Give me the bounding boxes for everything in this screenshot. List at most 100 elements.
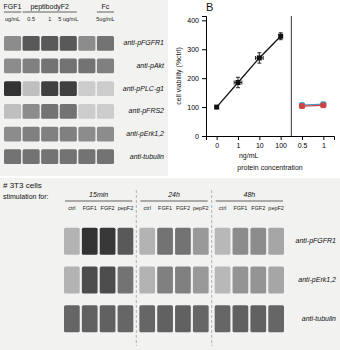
column-label: ctrl [144, 205, 151, 211]
column-group-label: peptibodyF2 [30, 3, 69, 11]
band [97, 59, 114, 74]
band [250, 266, 266, 293]
band [233, 228, 249, 255]
band [23, 149, 40, 164]
divider [211, 190, 212, 346]
band [215, 266, 231, 293]
tick-label: 100 [275, 142, 287, 149]
band [60, 36, 77, 51]
bracket [65, 201, 132, 202]
band [64, 305, 80, 332]
marker [257, 55, 262, 60]
band [100, 266, 116, 293]
band [23, 104, 40, 119]
tick: 300 [187, 46, 206, 53]
band [139, 305, 155, 332]
column-group-label: FGF1 [4, 3, 22, 10]
column-group-label: Fc [102, 3, 110, 10]
band [82, 228, 98, 255]
band [4, 104, 21, 119]
error-bar [257, 53, 261, 63]
tick-mark [202, 78, 206, 79]
band [23, 59, 40, 74]
row-label: anti-pAkt [136, 62, 165, 70]
band [175, 266, 191, 293]
column-label: 0.5 [27, 16, 35, 22]
tick-mark [202, 107, 206, 108]
band [250, 305, 266, 332]
bracket [216, 201, 283, 202]
panel: FGF1peptibodyF2Fcug/mL0.515 ug/mL5ug/mLa… [0, 0, 168, 176]
band [268, 305, 284, 332]
column-label: FGF2 [176, 205, 190, 211]
band [118, 305, 134, 332]
row-label: anti-pPLC-g1 [123, 85, 164, 93]
band [193, 266, 209, 293]
band [97, 104, 114, 119]
column-label: FGF1 [233, 205, 247, 211]
band [4, 149, 21, 164]
title: # 3T3 cells [3, 181, 42, 190]
tick-label: 1 [322, 142, 326, 149]
plot: 010020030040001101000.51Bng/mLprotein co… [175, 1, 335, 172]
bracket [4, 12, 21, 13]
band [157, 266, 173, 293]
band [60, 81, 77, 96]
band [215, 228, 231, 255]
column-label: pepF2 [118, 205, 134, 211]
tick-label: 300 [187, 46, 199, 53]
band [118, 228, 134, 255]
tick-mark [323, 136, 324, 140]
y-axis-title: cell viability (%ctrl) [175, 47, 183, 105]
row-label: anti-tubulin [302, 315, 336, 322]
tick-label: 0 [195, 133, 199, 140]
band [215, 305, 231, 332]
column-label: FGF1 [83, 205, 97, 211]
error-bar [321, 103, 325, 108]
tick-mark [259, 136, 260, 140]
tick: 100 [187, 104, 206, 111]
row-label: anti-pFGFR1 [296, 237, 337, 245]
error-bar [279, 33, 283, 40]
divider [136, 190, 137, 346]
tick-label: 200 [187, 75, 199, 82]
band [4, 59, 21, 74]
panel: # 3T3 cellsstimulation for:15minctrlFGF1… [0, 178, 340, 350]
band [60, 149, 77, 164]
marker [214, 105, 219, 110]
band [97, 81, 114, 96]
bracket [23, 12, 77, 13]
band [78, 127, 95, 142]
column-label: FGF2 [251, 205, 265, 211]
tick-label: 400 [187, 17, 199, 24]
band [82, 305, 98, 332]
band [193, 305, 209, 332]
band [41, 59, 58, 74]
column-label: 1 [48, 16, 51, 22]
title: B [206, 1, 213, 13]
x-error-bar [321, 103, 326, 107]
tick-mark [217, 136, 218, 140]
x-axis-title: protein concentration [237, 164, 302, 172]
band [268, 266, 284, 293]
band [78, 104, 95, 119]
band [250, 228, 266, 255]
line [302, 105, 323, 107]
band [82, 266, 98, 293]
band [4, 127, 21, 142]
band [100, 228, 116, 255]
error-bar [300, 104, 304, 109]
tick-mark [202, 49, 206, 50]
tick: 200 [187, 75, 206, 82]
tick: 0 [195, 133, 206, 140]
band [41, 127, 58, 142]
column-label: pepF2 [268, 205, 284, 211]
separator [291, 16, 292, 136]
band [175, 305, 191, 332]
band [41, 36, 58, 51]
marker [300, 104, 305, 109]
band [139, 266, 155, 293]
column-label: ug/mL [5, 16, 20, 22]
row-label: anti-pErk1,2 [298, 276, 336, 284]
row-label: anti-pFGFR1 [124, 39, 165, 47]
